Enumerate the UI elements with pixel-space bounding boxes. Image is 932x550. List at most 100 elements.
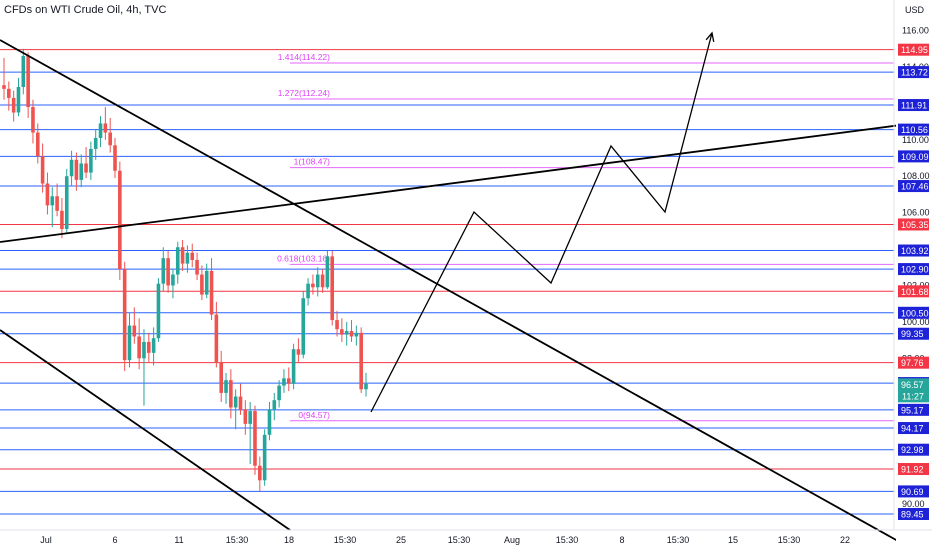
candle-body [31, 107, 35, 133]
candle-body [364, 383, 368, 390]
candle-body [16, 87, 21, 113]
candle-body [2, 85, 6, 89]
countdown-label: 11:27 [902, 391, 924, 401]
level-badge [898, 306, 929, 319]
level-badge [898, 123, 929, 136]
y-tick-label: 110.00 [902, 135, 929, 145]
candle-body [180, 247, 185, 264]
level-badge [898, 507, 929, 520]
projection-path [370, 32, 713, 413]
level-badge-label: 97.76 [901, 358, 924, 368]
candle-body [151, 338, 156, 353]
candle-body [340, 329, 344, 335]
x-tick-label: 15:30 [334, 535, 357, 545]
x-tick-label: 15:30 [556, 535, 579, 545]
level-badge-label: 95.17 [901, 405, 924, 415]
candle-body [40, 156, 45, 184]
candle-body [272, 400, 277, 410]
candle-body [50, 196, 55, 206]
x-tick-label: 15:30 [448, 535, 471, 545]
level-badge-label: 107.46 [901, 182, 929, 192]
candle-body [229, 380, 233, 408]
candle-body [344, 330, 349, 335]
projection-arrowhead [705, 31, 715, 42]
candle-body [267, 409, 272, 435]
candle-body [132, 325, 137, 337]
level-badge [898, 422, 929, 435]
level-badge-label: 92.98 [901, 445, 924, 455]
candle-body [209, 270, 214, 315]
candle-body [258, 465, 262, 481]
level-badge [898, 285, 929, 298]
candle-body [204, 270, 209, 295]
level-badge-label: 99.35 [901, 329, 924, 339]
x-tick-label: 8 [619, 535, 624, 545]
candle-body [64, 176, 69, 230]
x-tick-label: 15:30 [226, 535, 249, 545]
candle-body [277, 385, 281, 401]
candle-body [296, 349, 301, 355]
candle-body [359, 332, 363, 390]
level-badge-label: 114.95 [901, 45, 928, 55]
candle-body [45, 183, 50, 206]
candle-body [166, 258, 170, 286]
candle-body [171, 274, 175, 286]
candle-body [243, 409, 248, 424]
candle-body [291, 349, 296, 384]
current-price-badge [898, 378, 929, 403]
y-tick-label: 106.00 [902, 208, 930, 218]
level-badge-label: 105.35 [901, 220, 929, 230]
x-tick-label: 15:30 [667, 535, 690, 545]
candle-body [315, 274, 320, 288]
x-tick-label: 15 [728, 535, 738, 545]
candle-body [238, 396, 243, 410]
x-tick-label: 22 [840, 535, 850, 545]
candle-body [156, 283, 161, 339]
candle-body [325, 256, 330, 288]
x-tick-label: 15:30 [778, 535, 801, 545]
x-tick-label: Aug [504, 535, 520, 545]
candle-body [79, 163, 84, 180]
candle-body [354, 332, 359, 337]
x-tick-label: Jul [40, 535, 52, 545]
candle-body [306, 283, 310, 299]
candle-body [224, 380, 228, 393]
candle-body [175, 247, 180, 275]
candle-body [190, 252, 195, 260]
y-tick-label: 90.00 [902, 499, 925, 509]
candle-body [330, 256, 335, 321]
candle-body [233, 396, 238, 408]
level-badge [898, 99, 929, 112]
level-badge [898, 485, 929, 498]
level-badge [898, 443, 929, 456]
y-tick-label: 116.00 [902, 26, 929, 36]
candle-body [195, 259, 199, 275]
level-badge-label: 91.92 [901, 465, 924, 475]
current-price-label: 96.57 [901, 380, 924, 390]
candle-body [161, 258, 166, 284]
candle-body [320, 274, 325, 288]
candle-body [21, 56, 26, 88]
candle-body [55, 196, 59, 211]
level-badge-label: 111.91 [901, 101, 927, 111]
level-badge [898, 263, 929, 276]
x-tick-label: 18 [284, 535, 294, 545]
level-badge-label: 89.45 [901, 509, 924, 519]
candle-body [253, 411, 257, 466]
level-badge [898, 43, 929, 56]
candle-body [60, 210, 64, 230]
level-badge [898, 356, 929, 369]
level-badge-label: 110.56 [901, 125, 928, 135]
level-badge [898, 150, 929, 163]
candle-body [147, 341, 151, 353]
level-badge-label: 109.09 [901, 152, 929, 162]
level-badge [898, 327, 929, 340]
x-tick-label: 6 [112, 535, 117, 545]
level-badge-label: 100.50 [901, 308, 929, 318]
candle-body [200, 274, 204, 295]
level-badge [898, 463, 929, 476]
candle-body [219, 361, 223, 393]
level-badge-label: 103.92 [901, 246, 929, 256]
fib-label: 1.272(112.24) [278, 88, 330, 98]
